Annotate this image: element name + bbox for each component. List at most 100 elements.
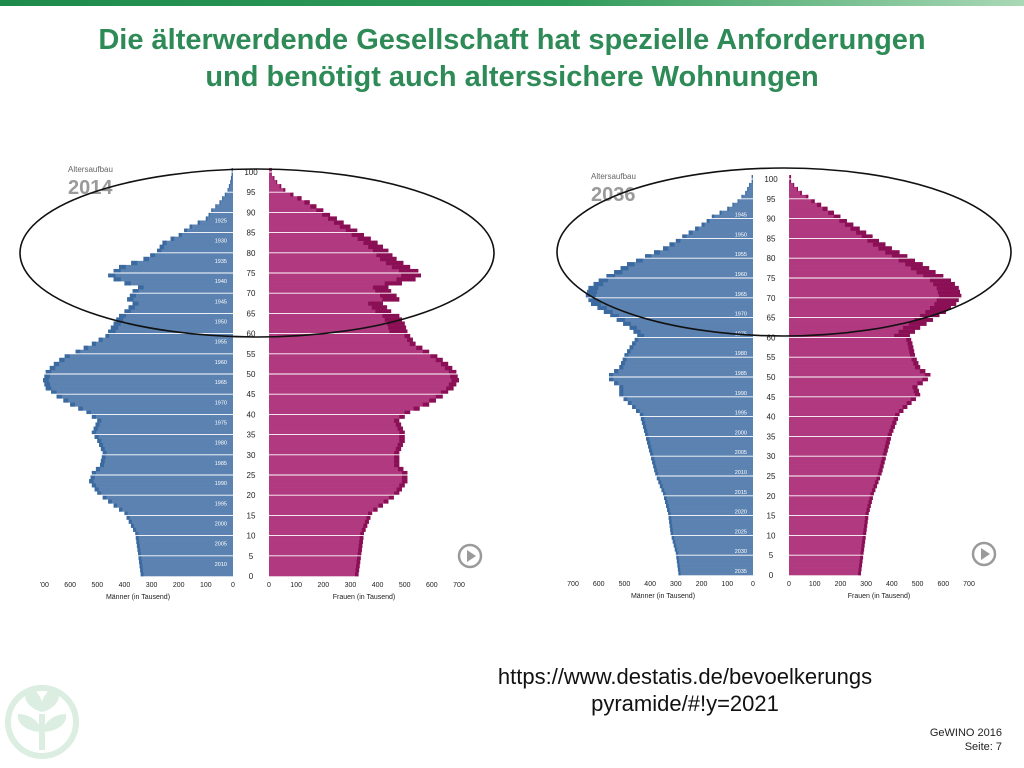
bar-female-tip-age-92 [304, 200, 310, 205]
bar-male-tip-age-55 [624, 353, 629, 358]
bar-female-tip-age-93 [816, 202, 822, 208]
bar-male-age-23 [89, 479, 233, 484]
bar-male-age-41 [78, 406, 234, 411]
bar-female-tip-age-92 [822, 206, 828, 211]
bar-female-age-33 [789, 440, 890, 445]
bar-male-age-1 [677, 567, 753, 572]
bar-male-age-79 [150, 252, 233, 258]
bar-male-tip-age-84 [675, 238, 681, 243]
bar-female-age-51 [269, 365, 453, 371]
bar-female-tip-age-22 [399, 483, 405, 488]
bar-female-tip-age-14 [865, 515, 869, 520]
bar-female-age-77 [269, 260, 404, 266]
bar-male-age-88 [701, 222, 753, 227]
bar-male-tip-age-48 [43, 378, 49, 383]
bar-female-age-9 [269, 535, 364, 540]
bar-male-age-9 [671, 535, 753, 540]
bar-male-age-92 [727, 206, 753, 211]
bar-male-tip-age-30 [102, 450, 107, 456]
bar-male-age-48 [614, 380, 753, 386]
bar-female-tip-age-27 [394, 462, 400, 468]
pyramid-2036-svg: 1009590858075706560555045403530252015105… [567, 172, 997, 600]
bar-female-tip-age-68 [934, 301, 957, 307]
bar-female-tip-age-19 [869, 495, 873, 501]
population-pyramid-2014: 100 95 90 85 80 75 70 65 60 55 50 45 40 35 30 25 20 15 10 5… [40, 158, 500, 608]
bar-male-age-66 [603, 309, 753, 314]
bar-male-age-96 [745, 190, 753, 196]
bar-male-tip-age-4 [138, 555, 142, 561]
bar-male-tip-age-2 [139, 563, 143, 569]
age-tick-25: 25 [767, 472, 776, 481]
bar-female-tip-age-45 [914, 392, 921, 398]
bar-male-age-16 [667, 507, 753, 512]
bar-female-age-93 [789, 202, 822, 208]
plant-logo-icon [5, 685, 79, 759]
age-tick-55: 55 [247, 350, 256, 359]
bar-male-tip-age-83 [669, 242, 675, 247]
bar-female-tip-age-88 [844, 222, 854, 227]
bar-male-age-49 [44, 374, 233, 379]
bar-female-age-54 [789, 357, 917, 362]
bar-male-tip-age-56 [83, 345, 89, 351]
bar-female-age-4 [269, 555, 361, 561]
bar-male-tip-age-61 [110, 325, 119, 330]
bar-female-age-4 [789, 555, 864, 560]
x-tick-female-300: 300 [860, 581, 872, 588]
bar-male-age-36 [93, 426, 233, 431]
bar-female-tip-age-83 [357, 236, 371, 241]
bar-female-age-41 [789, 408, 904, 413]
bar-female-age-67 [269, 301, 383, 306]
bar-female-tip-age-33 [885, 440, 890, 445]
age-tick-80: 80 [767, 254, 776, 263]
birth-year-label-2035: 2035 [735, 569, 747, 575]
bar-female-age-48 [789, 380, 923, 386]
age-tick-30: 30 [767, 452, 776, 461]
bar-male-age-52 [619, 365, 753, 370]
bar-female-age-40 [789, 412, 900, 417]
bar-female-age-25 [789, 472, 882, 477]
bar-female-tip-age-76 [916, 270, 936, 275]
play-button-icon[interactable] [457, 543, 483, 569]
birth-year-label-1970: 1970 [215, 400, 227, 406]
birth-year-label-1960: 1960 [735, 272, 747, 278]
bar-female-tip-age-41 [413, 406, 420, 411]
bar-male-age-3 [139, 559, 233, 565]
bar-female-age-78 [269, 256, 397, 262]
bar-female-tip-age-68 [382, 297, 400, 302]
bar-female-tip-age-11 [863, 527, 867, 532]
bar-male-tip-age-49 [609, 377, 614, 382]
age-tick-85: 85 [247, 229, 256, 238]
bar-female-tip-age-6 [861, 547, 865, 552]
bar-male-tip-age-22 [91, 483, 97, 488]
bar-female-age-53 [789, 361, 919, 366]
bar-female-age-93 [269, 196, 302, 201]
bar-female-tip-age-21 [396, 487, 402, 492]
bar-male-age-92 [219, 200, 233, 205]
bar-male-tip-age-44 [56, 394, 62, 399]
bar-male-age-47 [44, 382, 233, 387]
x-tick-male-400: 400 [644, 581, 656, 588]
bar-female-age-96 [269, 184, 282, 189]
bar-male-tip-age-93 [732, 202, 734, 208]
x-tick-female-0: 0 [787, 581, 791, 588]
bar-female-tip-age-51 [919, 369, 926, 374]
bar-male-age-94 [224, 192, 233, 197]
age-tick-65: 65 [767, 314, 776, 323]
play-button-icon[interactable] [971, 541, 997, 567]
bar-male-age-15 [124, 511, 233, 516]
bar-male-tip-age-37 [95, 422, 100, 427]
bar-male-age-5 [675, 551, 753, 556]
age-tick-85: 85 [767, 234, 776, 243]
bar-male-tip-age-45 [619, 392, 624, 398]
bar-male-age-28 [100, 458, 234, 464]
bar-male-age-49 [609, 377, 753, 382]
source-url[interactable]: https://www.destatis.de/bevoelkerungs py… [420, 663, 950, 717]
bar-male-age-53 [621, 361, 753, 366]
bar-male-age-24 [656, 476, 753, 481]
bar-male-age-35 [645, 432, 753, 437]
bar-female-tip-age-58 [907, 341, 913, 346]
bar-male-tip-age-1 [677, 567, 681, 572]
bar-female-age-43 [789, 400, 912, 406]
bar-male-tip-age-99 [231, 172, 233, 177]
bar-female-tip-age-71 [372, 285, 389, 290]
